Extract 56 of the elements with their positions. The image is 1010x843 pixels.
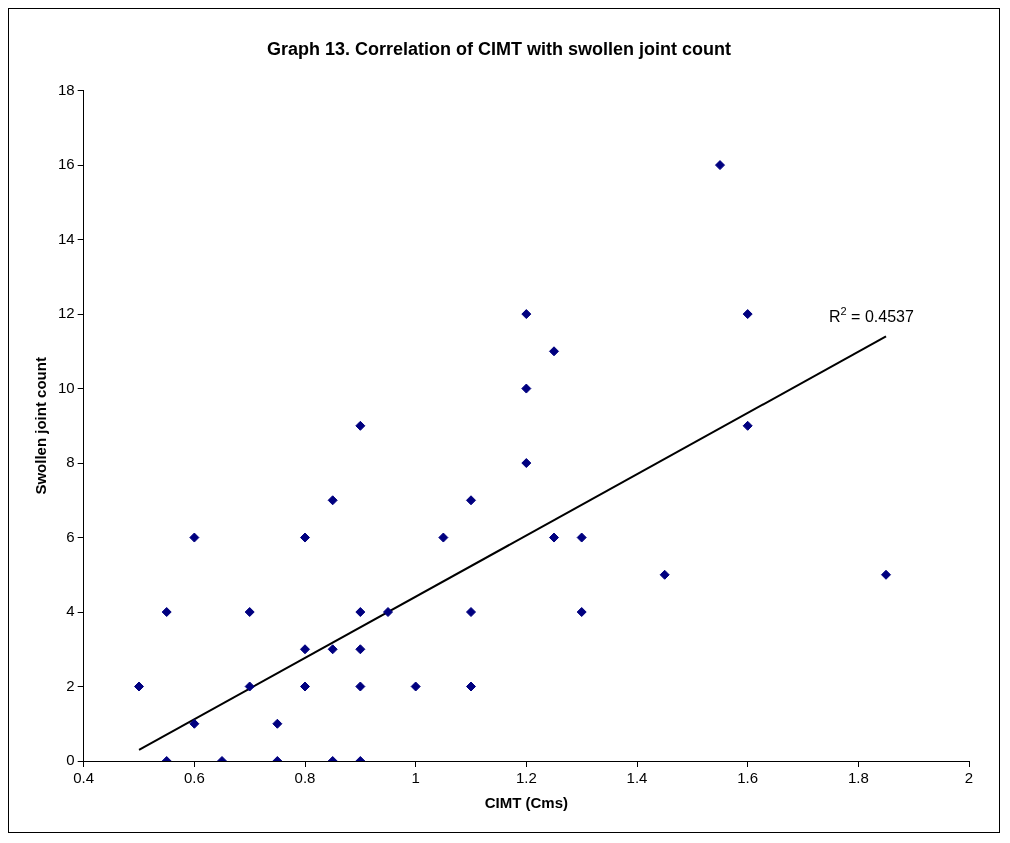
y-tick-label: 4 [66,602,75,620]
point [659,569,670,580]
point [189,718,200,729]
y-tick-label: 6 [66,527,75,545]
y-axis-title: Swollen joint count [32,357,50,495]
point [355,607,366,618]
point [327,495,338,506]
y-tick-label: 18 [58,80,75,98]
x-tick-label: 1.6 [737,769,759,787]
point [576,532,587,543]
point [742,420,753,431]
point [327,644,338,655]
x-tick-label: 2 [964,769,974,787]
point [466,495,477,506]
y-tick-label: 12 [58,304,75,322]
point [742,309,753,320]
x-tick-label: 1.4 [626,769,648,787]
point [383,607,394,618]
point [161,607,172,618]
point [715,160,726,171]
y-tick-label: 10 [58,378,75,396]
point [549,346,560,357]
point [244,607,255,618]
x-axis-title: CIMT (Cms) [484,794,569,812]
x-tick-label: 0.8 [294,769,316,787]
point [300,681,311,692]
y-tick-label: 16 [58,155,75,173]
point [881,569,891,580]
x-tick-label: 1.8 [847,769,869,787]
y-tick-label: 14 [58,229,75,247]
point [272,718,283,729]
point [244,681,255,692]
y-tick-label: 8 [66,453,75,471]
x-tick-label: 1 [411,769,420,787]
point [300,644,311,655]
x-tick-label: 1.2 [515,769,537,787]
point [189,532,200,543]
x-tick-label: 0.6 [183,769,205,787]
point [355,681,366,692]
point [300,532,311,543]
chart-title: Graph 13. Correlation of CIMT with swollen joint count [266,38,732,59]
point [521,458,532,469]
point [576,607,587,618]
point [410,681,421,692]
point [438,532,449,543]
point [549,532,560,543]
x-tick-label: 0.4 [73,769,95,787]
point [355,644,366,655]
point [521,309,532,320]
point [466,681,477,692]
point [134,681,145,692]
point [466,607,477,618]
y-tick-label: 0 [66,751,75,769]
point [521,383,532,394]
y-tick-label: 2 [66,676,75,694]
point [355,420,366,431]
